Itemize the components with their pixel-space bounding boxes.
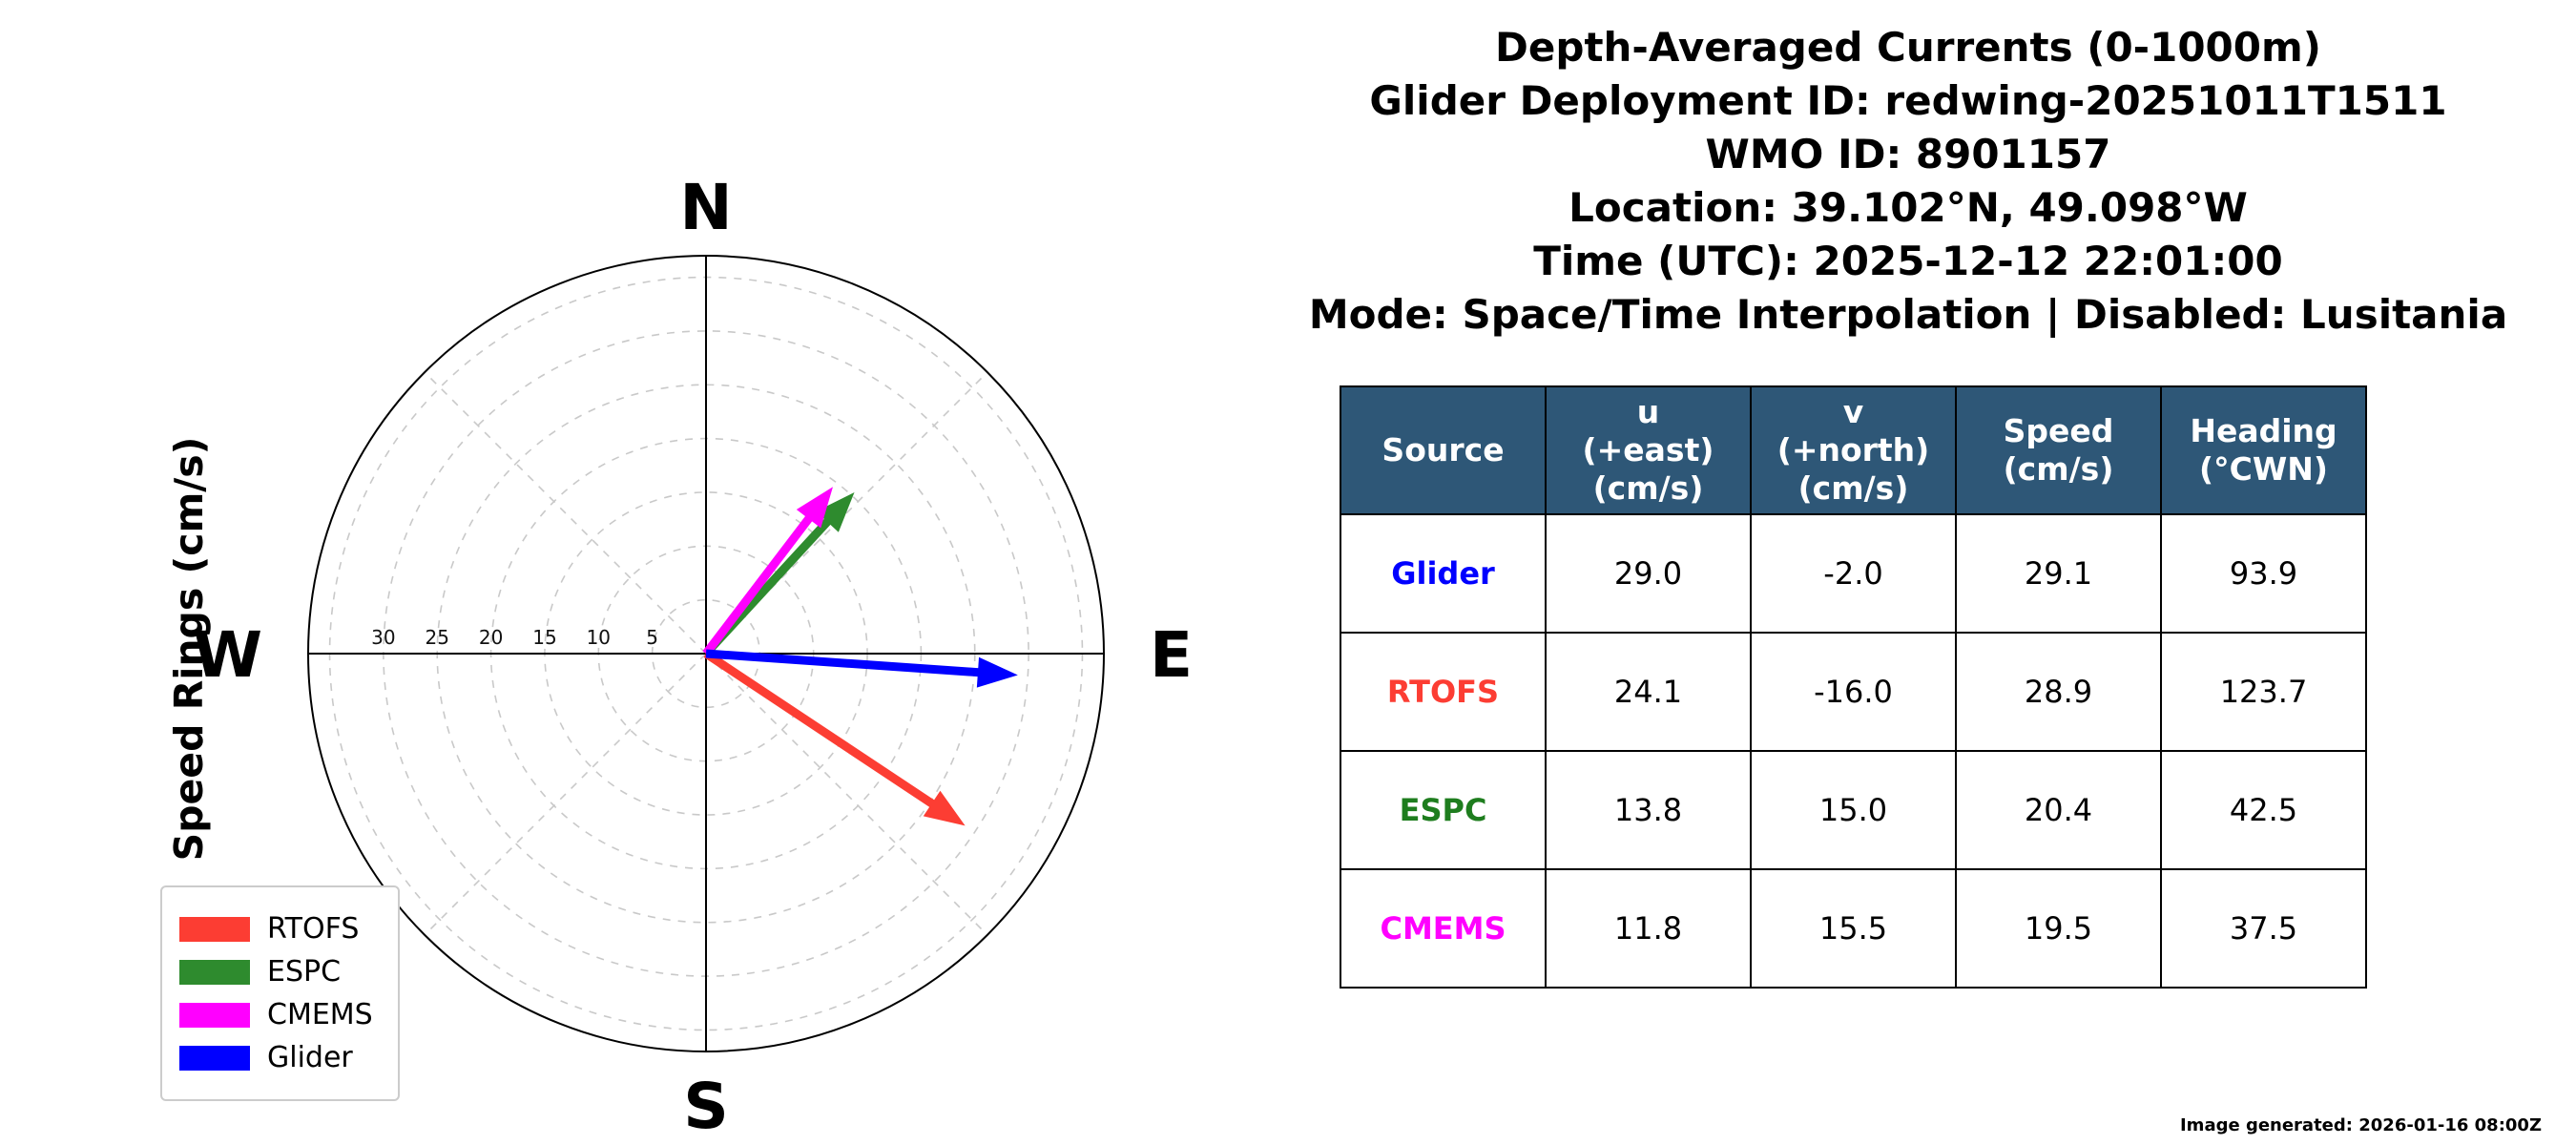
speed-cell: 29.1 <box>1955 513 2162 634</box>
currents-table: Source u (+east) (cm/s) v (+north) (cm/s… <box>1340 385 2367 989</box>
polar-plot-canvas: 30 25 20 15 10 5 N S E W <box>193 171 1193 1143</box>
u-cell: 13.8 <box>1545 750 1752 870</box>
table-row-glider: Glider 29.0 -2.0 29.1 93.9 <box>1340 513 2367 634</box>
legend-item-glider: Glider <box>179 1041 373 1074</box>
ring-label-30: 30 <box>371 626 395 649</box>
legend-label: CMEMS <box>267 998 373 1031</box>
time-line: Time (UTC): 2025-12-12 22:01:00 <box>1533 238 2283 284</box>
speed-cell: 20.4 <box>1955 750 2162 870</box>
legend-item-rtofs: RTOFS <box>179 912 373 946</box>
v-cell: -2.0 <box>1750 513 1957 634</box>
u-cell: 11.8 <box>1545 868 1752 989</box>
header-u: u (+east) (cm/s) <box>1545 385 1752 515</box>
glider-swatch-icon <box>179 1045 250 1071</box>
speed-rings-axis-label: Speed Rings (cm/s) <box>166 436 212 862</box>
diagonal-spoke-135 <box>424 371 707 655</box>
north-label: N <box>679 171 732 244</box>
ring-label-5: 5 <box>646 626 658 649</box>
espc-swatch-icon <box>179 959 250 985</box>
cmems-swatch-icon <box>179 1002 250 1028</box>
legend-item-cmems: CMEMS <box>179 998 373 1031</box>
diagonal-spoke-225 <box>424 653 707 936</box>
table-row-rtofs: RTOFS 24.1 -16.0 28.9 123.7 <box>1340 632 2367 752</box>
arrow-rtofs <box>703 650 966 826</box>
outer-ring <box>307 255 1105 1052</box>
ring-label-10: 10 <box>587 626 611 649</box>
v-cell: 15.5 <box>1750 868 1957 989</box>
header-source: Source <box>1340 385 1547 515</box>
legend-label: ESPC <box>267 955 342 989</box>
header-v: v (+north) (cm/s) <box>1750 385 1957 515</box>
source-cell: ESPC <box>1340 750 1547 870</box>
east-label: E <box>1150 618 1193 692</box>
heading-cell: 123.7 <box>2160 632 2367 752</box>
legend-label: Glider <box>267 1041 353 1074</box>
wmo-id-line: WMO ID: 8901157 <box>1705 131 2111 177</box>
diagonal-spoke-315 <box>705 653 988 936</box>
heading-cell: 42.5 <box>2160 750 2367 870</box>
source-cell: CMEMS <box>1340 868 1547 989</box>
ring-label-25: 25 <box>426 626 449 649</box>
location-line: Location: 39.102°N, 49.098°W <box>1568 184 2248 231</box>
v-cell: 15.0 <box>1750 750 1957 870</box>
polar-plot: 30 25 20 15 10 5 N S E W Speed Rings (cm/s) RTOFS… <box>160 171 1193 1143</box>
ring-label-15: 15 <box>532 626 556 649</box>
table-row-espc: ESPC 13.8 15.0 20.4 42.5 <box>1340 750 2367 870</box>
title-block: Depth-Averaged Currents (0-1000m) Glider… <box>1298 21 2519 342</box>
plot-title: Depth-Averaged Currents (0-1000m) <box>1495 24 2321 71</box>
header-heading: Heading (°CWN) <box>2160 385 2367 515</box>
legend: RTOFS ESPC CMEMS Glider <box>160 885 400 1101</box>
west-label: W <box>193 618 262 692</box>
arrow-glider <box>705 649 1018 688</box>
arrow-cmems <box>702 487 833 656</box>
heading-cell: 37.5 <box>2160 868 2367 989</box>
source-cell: RTOFS <box>1340 632 1547 752</box>
image-generated-timestamp: Image generated: 2026-01-16 08:00Z <box>2179 1115 2542 1135</box>
speed-cell: 19.5 <box>1955 868 2162 989</box>
v-cell: -16.0 <box>1750 632 1957 752</box>
ring-label-20: 20 <box>479 626 503 649</box>
header-speed: Speed (cm/s) <box>1955 385 2162 515</box>
legend-item-espc: ESPC <box>179 955 373 989</box>
deployment-id-line: Glider Deployment ID: redwing-20251011T1… <box>1369 77 2447 124</box>
u-cell: 24.1 <box>1545 632 1752 752</box>
heading-cell: 93.9 <box>2160 513 2367 634</box>
table-row-cmems: CMEMS 11.8 15.5 19.5 37.5 <box>1340 868 2367 989</box>
south-label: S <box>683 1070 729 1143</box>
rtofs-swatch-icon <box>179 916 250 942</box>
legend-label: RTOFS <box>267 912 360 946</box>
mode-line: Mode: Space/Time Interpolation | Disable… <box>1308 291 2508 338</box>
table-header-row: Source u (+east) (cm/s) v (+north) (cm/s… <box>1340 385 2367 515</box>
source-cell: Glider <box>1340 513 1547 634</box>
speed-cell: 28.9 <box>1955 632 2162 752</box>
u-cell: 29.0 <box>1545 513 1752 634</box>
